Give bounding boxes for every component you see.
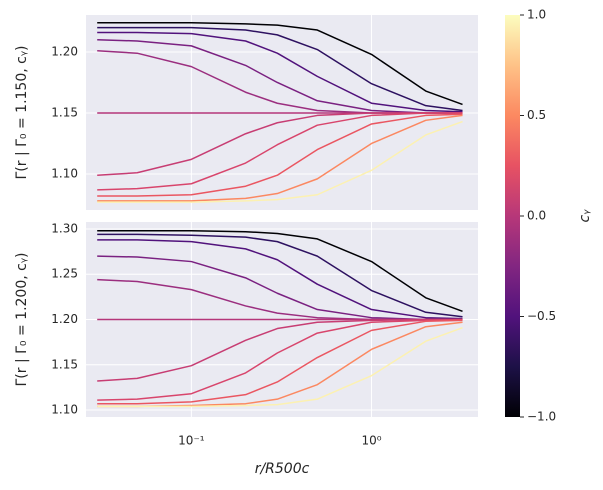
- y-tick-label: 1.25: [51, 267, 78, 281]
- colorbar-label: cᵧ: [577, 209, 593, 223]
- colorbar: [505, 15, 520, 417]
- y-tick-label: 1.20: [51, 44, 78, 58]
- colorbar-tick-label: 0.0: [527, 209, 546, 223]
- line: [97, 114, 463, 202]
- line: [97, 112, 463, 191]
- line: [97, 239, 463, 320]
- line: [97, 113, 463, 197]
- line: [97, 112, 463, 176]
- line: [97, 120, 463, 203]
- colorbar-tick-label: 1.0: [527, 8, 546, 22]
- x-axis-label: r/R500c: [255, 461, 310, 477]
- line: [97, 230, 463, 313]
- line: [97, 233, 463, 318]
- y-tick-label: 1.20: [51, 312, 78, 326]
- line: [97, 318, 463, 382]
- y-tick-label: 1.30: [51, 221, 78, 235]
- y-tick-label: 1.15: [51, 105, 78, 119]
- line: [97, 26, 463, 112]
- line: [97, 31, 463, 113]
- y-tick-label: 1.10: [51, 403, 78, 417]
- colorbar-tick-label: −1.0: [527, 410, 556, 424]
- colorbar-tick-label: −0.5: [527, 309, 556, 323]
- colorbar-tick-label: 0.5: [527, 108, 546, 122]
- y-tick-label: 1.10: [51, 167, 78, 181]
- y-axis-label: Γ(r | Γ₀ = 1.200, cᵧ): [14, 252, 30, 386]
- line: [97, 326, 463, 408]
- y-tick-label: 1.15: [51, 357, 78, 371]
- y-axis-label: Γ(r | Γ₀ = 1.150, cᵧ): [14, 45, 30, 179]
- line: [97, 319, 463, 405]
- line: [97, 318, 463, 401]
- x-tick-label: 10⁰: [361, 434, 381, 448]
- line: [97, 21, 463, 106]
- x-tick-label: 10⁻¹: [178, 434, 205, 448]
- line: [97, 39, 463, 114]
